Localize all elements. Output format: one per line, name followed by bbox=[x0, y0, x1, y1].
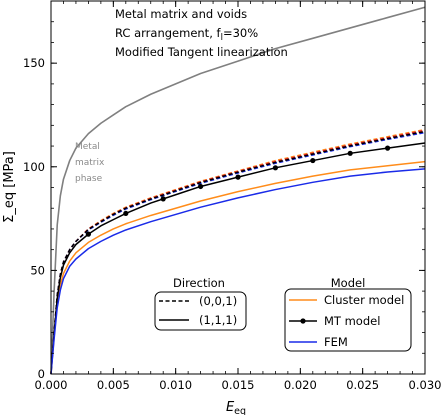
legend-model-label-mt: MT model bbox=[324, 314, 380, 328]
legend-model: Model Cluster model MT model FEM bbox=[284, 276, 412, 352]
phase-label-line-2: matrix bbox=[75, 158, 105, 168]
annotation-line-2-main: RC arrangement, f bbox=[115, 26, 222, 40]
data-point-mt_111-5 bbox=[272, 165, 278, 171]
series-line-mt_111 bbox=[50, 142, 426, 375]
x-axis-title-sub: eq bbox=[234, 406, 246, 415]
y-tick-label-1: 50 bbox=[30, 263, 45, 277]
x-tick-label-6: 0.030 bbox=[409, 378, 442, 392]
data-point-mt_111-3 bbox=[198, 183, 204, 190]
fraction-value: =30% bbox=[223, 26, 258, 40]
legend-direction-label-001: (0,0,1) bbox=[199, 294, 237, 308]
data-point-mt_111-1 bbox=[123, 210, 129, 217]
legend-model-label-fem: FEM bbox=[324, 335, 348, 349]
x-tick-label-4: 0.020 bbox=[284, 378, 317, 392]
annotation-line-1: Metal matrix and voids bbox=[115, 7, 247, 21]
legend-model-label-cluster: Cluster model bbox=[324, 293, 404, 307]
phase-label-line-1: Metal bbox=[75, 142, 100, 152]
x-tick-label-2: 0.010 bbox=[159, 378, 192, 392]
data-point-mt_111-2 bbox=[160, 196, 166, 202]
series-line-fem_111 bbox=[50, 168, 426, 375]
y-tick-label-0: 0 bbox=[38, 367, 45, 381]
data-point-mt_111-0 bbox=[85, 231, 91, 237]
y-tick-label-3: 150 bbox=[23, 56, 45, 70]
annotation-line-3: Modified Tangent linearization bbox=[115, 45, 288, 59]
legend-direction-label-111: (1,1,1) bbox=[199, 313, 237, 327]
legend-model-box bbox=[284, 288, 412, 352]
legend-model-title: Model bbox=[331, 276, 366, 290]
data-point-mt_111-7 bbox=[347, 150, 353, 156]
legend-direction: Direction (0,0,1) (1,1,1) bbox=[154, 276, 247, 331]
phase-label-line-3: phase bbox=[75, 174, 103, 184]
x-tick-label-1: 0.005 bbox=[97, 378, 130, 392]
x-tick-label-5: 0.025 bbox=[346, 378, 379, 392]
series-line-matrix bbox=[50, 6, 426, 375]
x-axis-title-base: E bbox=[226, 400, 235, 415]
y-axis-title: Σ_eq [MPa] bbox=[2, 151, 17, 223]
x-axis-title: Eeq bbox=[226, 400, 246, 415]
y-tick-label-2: 100 bbox=[23, 160, 45, 174]
x-tick-label-0: 0.000 bbox=[35, 378, 68, 392]
data-point-mt_111-8 bbox=[385, 145, 391, 151]
legend-direction-title: Direction bbox=[173, 276, 225, 290]
series-line-black_001 bbox=[50, 130, 426, 375]
fraction-subscript: l bbox=[221, 33, 223, 43]
plot-frame bbox=[50, 0, 426, 375]
data-point-mt_111-6 bbox=[310, 157, 316, 164]
series-line-cluster_111 bbox=[50, 160, 426, 375]
data-point-mt_111-4 bbox=[235, 174, 241, 180]
series-layer bbox=[50, 6, 426, 375]
x-tick-label-3: 0.015 bbox=[222, 378, 255, 392]
annotation-line-2: RC arrangement, fl=30% bbox=[115, 26, 258, 43]
legend-model-marker-mt bbox=[300, 318, 306, 324]
